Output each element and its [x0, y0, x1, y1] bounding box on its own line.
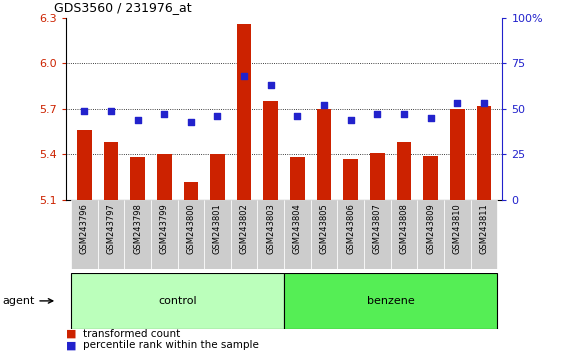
Bar: [77, 130, 91, 200]
Bar: [71, 200, 98, 269]
Point: [346, 117, 355, 122]
Text: GSM243801: GSM243801: [213, 204, 222, 254]
Point: [426, 115, 435, 121]
Point: [186, 119, 195, 125]
Point: [133, 117, 142, 122]
Bar: [284, 273, 497, 329]
Bar: [423, 156, 438, 200]
Bar: [130, 158, 145, 200]
Text: transformed count: transformed count: [83, 329, 180, 339]
Bar: [477, 106, 491, 200]
Text: GSM243798: GSM243798: [133, 204, 142, 254]
Text: percentile rank within the sample: percentile rank within the sample: [83, 340, 259, 350]
Point: [479, 101, 488, 106]
Bar: [471, 200, 497, 269]
Bar: [290, 158, 305, 200]
Bar: [231, 200, 258, 269]
Point: [453, 101, 462, 106]
Bar: [343, 159, 358, 200]
Bar: [263, 101, 278, 200]
Bar: [151, 200, 178, 269]
Point: [80, 108, 89, 114]
Bar: [370, 153, 385, 200]
Bar: [183, 182, 198, 200]
Point: [319, 102, 328, 108]
Text: GSM243799: GSM243799: [160, 204, 168, 254]
Bar: [204, 200, 231, 269]
Bar: [337, 200, 364, 269]
Text: GSM243810: GSM243810: [453, 204, 462, 254]
Point: [240, 73, 249, 79]
Text: GSM243796: GSM243796: [80, 204, 89, 254]
Point: [266, 82, 275, 88]
Point: [293, 113, 302, 119]
Point: [373, 112, 382, 117]
Bar: [311, 200, 337, 269]
Text: GSM243808: GSM243808: [400, 204, 408, 254]
Point: [399, 112, 408, 117]
Text: control: control: [158, 296, 197, 306]
Text: GSM243806: GSM243806: [346, 204, 355, 254]
Bar: [284, 200, 311, 269]
Text: GSM243800: GSM243800: [186, 204, 195, 254]
Bar: [258, 200, 284, 269]
Bar: [417, 200, 444, 269]
Bar: [124, 200, 151, 269]
Text: GSM243805: GSM243805: [320, 204, 328, 254]
Bar: [237, 24, 251, 200]
Bar: [103, 142, 118, 200]
Point: [160, 112, 169, 117]
Text: agent: agent: [3, 296, 35, 306]
Bar: [364, 200, 391, 269]
Text: GSM243809: GSM243809: [426, 204, 435, 254]
Bar: [98, 200, 124, 269]
Bar: [71, 273, 284, 329]
Text: ■: ■: [66, 329, 76, 339]
Text: benzene: benzene: [367, 296, 415, 306]
Bar: [317, 109, 331, 200]
Bar: [397, 142, 411, 200]
Text: ■: ■: [66, 340, 76, 350]
Text: GDS3560 / 231976_at: GDS3560 / 231976_at: [54, 1, 192, 14]
Text: GSM243804: GSM243804: [293, 204, 302, 254]
Bar: [178, 200, 204, 269]
Text: GSM243811: GSM243811: [479, 204, 488, 254]
Text: GSM243803: GSM243803: [266, 204, 275, 254]
Bar: [210, 154, 225, 200]
Text: GSM243807: GSM243807: [373, 204, 382, 254]
Bar: [391, 200, 417, 269]
Bar: [450, 109, 465, 200]
Point: [213, 113, 222, 119]
Text: GSM243797: GSM243797: [106, 204, 115, 254]
Bar: [444, 200, 471, 269]
Bar: [157, 154, 171, 200]
Point: [106, 108, 115, 114]
Text: GSM243802: GSM243802: [240, 204, 248, 254]
